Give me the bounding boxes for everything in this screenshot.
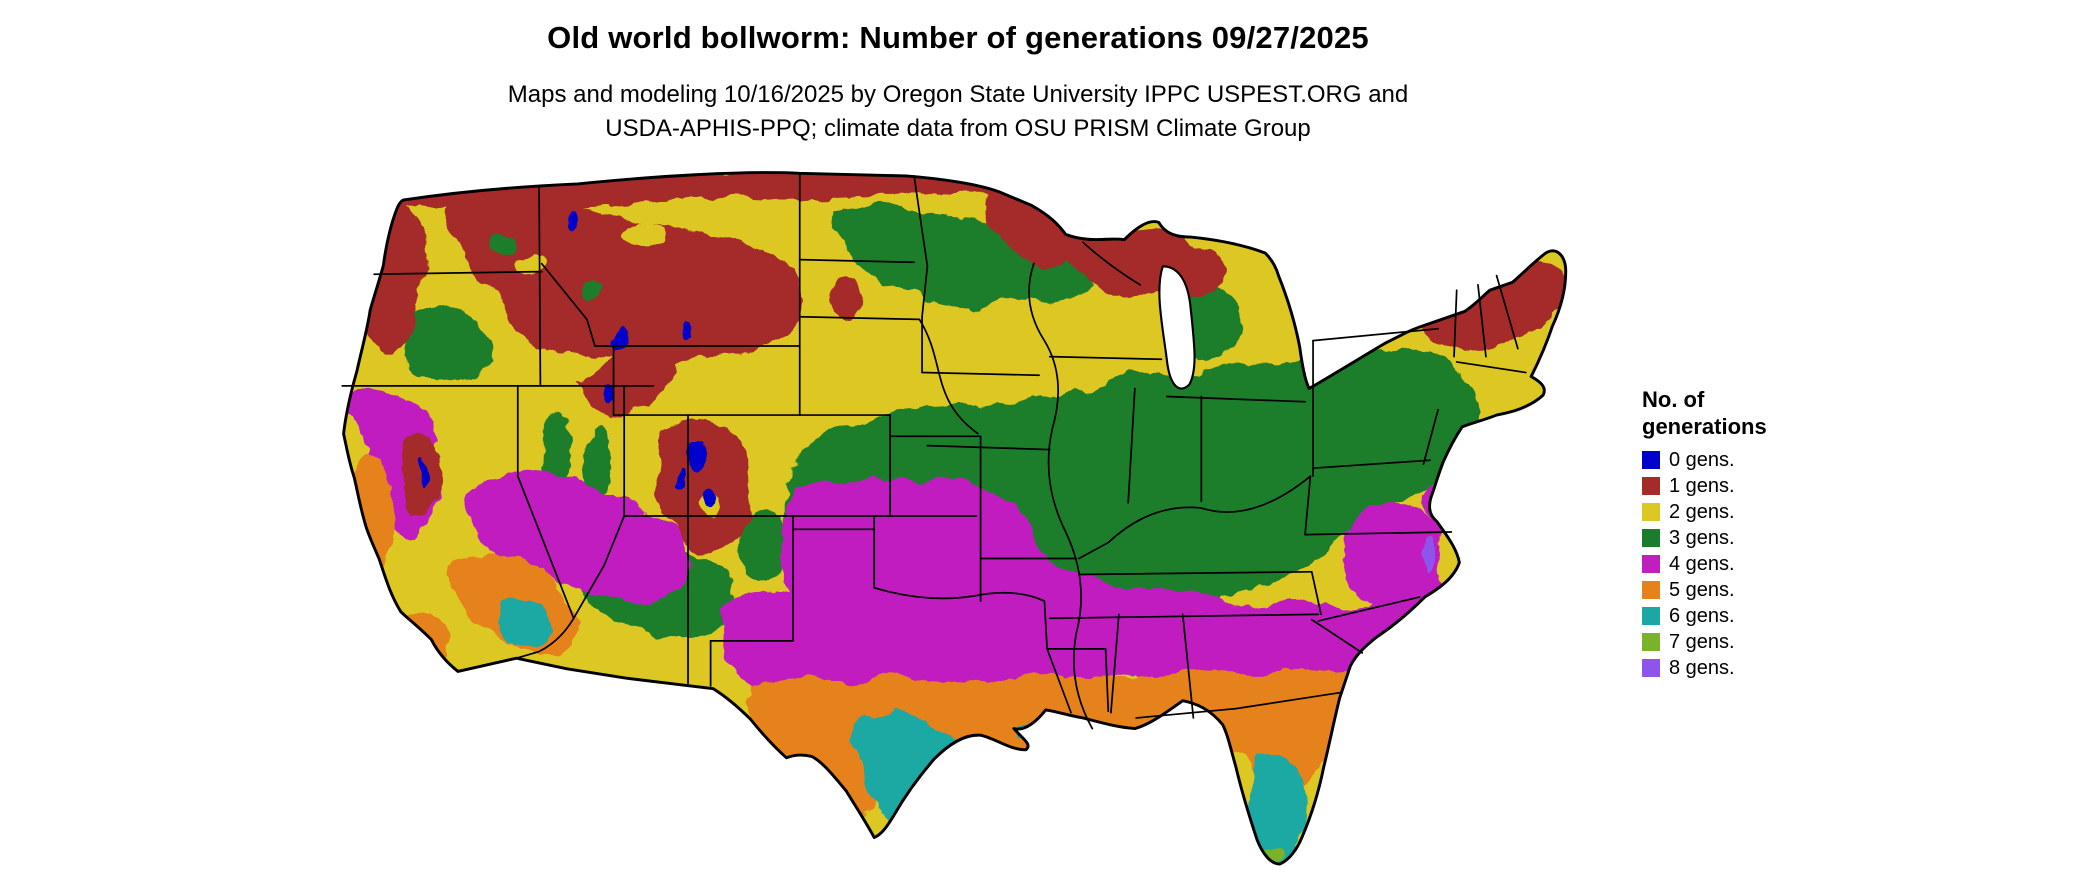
legend-title: No. of generations (1642, 386, 1862, 440)
legend-item: 8 gens. (1642, 656, 1862, 679)
us-generations-map (305, 160, 1595, 884)
legend-swatch (1642, 451, 1660, 469)
legend-swatch (1642, 503, 1660, 521)
legend-item-label: 3 gens. (1669, 526, 1735, 549)
legend-item: 2 gens. (1642, 500, 1862, 523)
legend-item-label: 4 gens. (1669, 552, 1735, 575)
lake-michigan (1158, 265, 1196, 390)
map-region-3-gens-patches (488, 231, 606, 297)
legend-item: 4 gens. (1642, 552, 1862, 575)
subtitle-line-2: USDA-APHIS-PPQ; climate data from OSU PR… (605, 115, 1311, 142)
page-title: Old world bollworm: Number of generation… (547, 20, 1369, 55)
legend-swatch (1642, 477, 1660, 495)
legend-item: 0 gens. (1642, 448, 1862, 471)
legend-swatch (1642, 581, 1660, 599)
legend-item: 3 gens. (1642, 526, 1862, 549)
legend-swatch (1642, 529, 1660, 547)
subtitle: Maps and modeling 10/16/2025 by Oregon S… (0, 78, 1916, 146)
legend-swatch (1642, 659, 1660, 677)
map-region-0-gens (416, 210, 715, 511)
legend-item-label: 7 gens. (1669, 630, 1735, 653)
map-region-1-gens (359, 172, 1565, 552)
legend: No. of generations 0 gens. 1 gens. 2 gen… (1642, 386, 1862, 684)
legend-item: 1 gens. (1642, 474, 1862, 497)
legend-title-line-1: No. of (1642, 387, 1705, 412)
legend-swatch (1642, 633, 1660, 651)
legend-item-label: 0 gens. (1669, 448, 1735, 471)
legend-item-label: 5 gens. (1669, 578, 1735, 601)
state-borders (341, 172, 1527, 730)
legend-swatch (1642, 555, 1660, 573)
legend-item-label: 8 gens. (1669, 656, 1735, 679)
legend-item-label: 1 gens. (1669, 474, 1735, 497)
legend-item: 7 gens. (1642, 630, 1862, 653)
legend-swatch (1642, 607, 1660, 625)
legend-item: 6 gens. (1642, 604, 1862, 627)
legend-item: 5 gens. (1642, 578, 1862, 601)
legend-item-label: 2 gens. (1669, 500, 1735, 523)
map-color-layer (343, 172, 1566, 865)
legend-item-label: 6 gens. (1669, 604, 1735, 627)
legend-title-line-2: generations (1642, 414, 1767, 439)
subtitle-line-1: Maps and modeling 10/16/2025 by Oregon S… (507, 81, 1409, 108)
